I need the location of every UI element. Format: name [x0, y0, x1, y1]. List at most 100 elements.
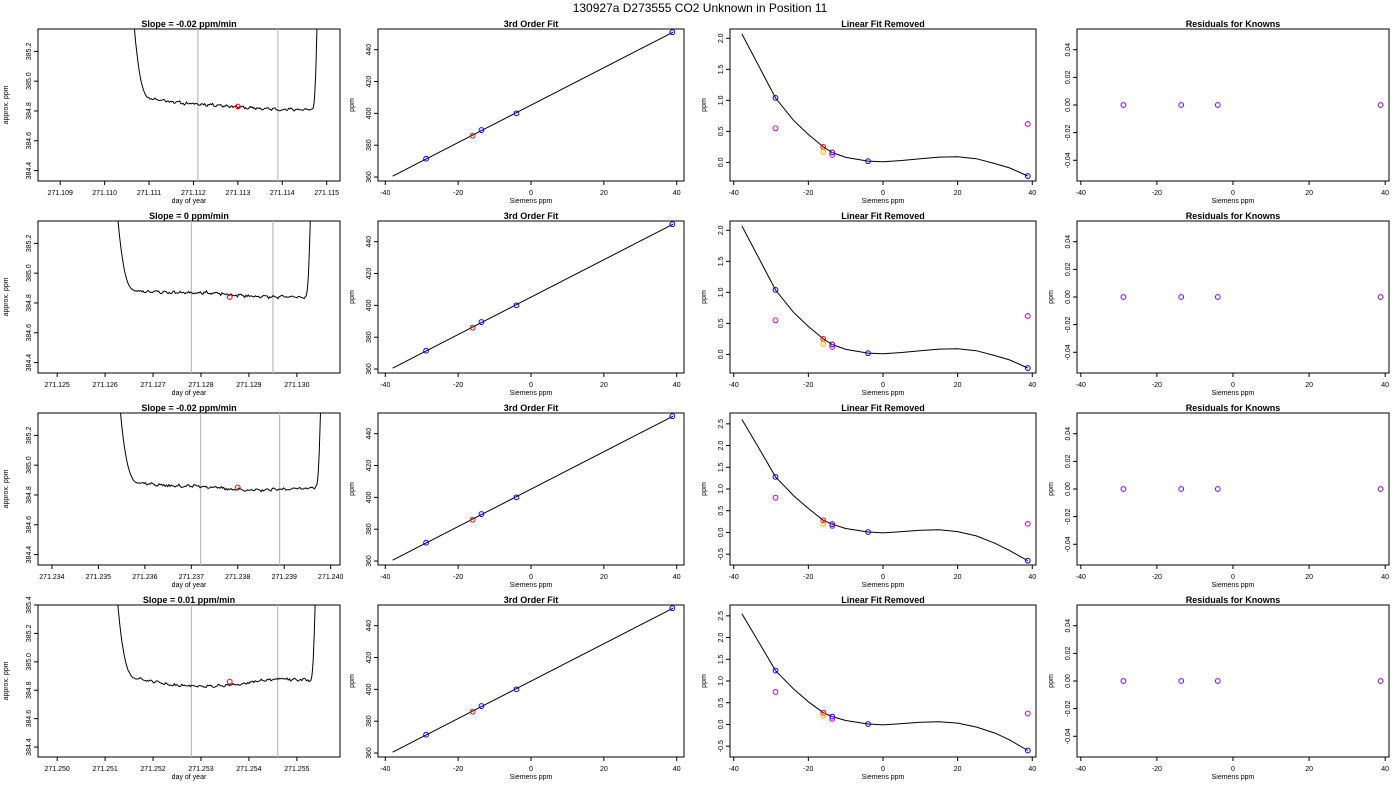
purple-point [1178, 294, 1185, 300]
y-tick-label: 380 [366, 523, 373, 535]
x-axis: 271.109 271.110 271.111 271.112 271.113 271.1… [48, 181, 339, 197]
ppm-trace-line [120, 413, 321, 493]
x-tick-label: -20 [1152, 766, 1162, 773]
y-tick-label: 2.0 [718, 33, 725, 43]
x-tick-label: 0 [529, 574, 533, 581]
residual-curve [741, 33, 1029, 177]
y-tick-label: 0.02 [1065, 70, 1072, 84]
x-tick-label: 271.126 [92, 382, 117, 389]
x-axis: -40 -20 0 20 40 [380, 757, 681, 773]
y-axis: -0.04 -0.02 0.00 0.02 0.04 [1065, 235, 1077, 360]
known-point [513, 494, 520, 501]
panel-title: Residuals for Knowns [1186, 211, 1281, 221]
y-axis-label: ppm [701, 290, 708, 304]
y-axis: 384.4 384.6 384.8 385.0 385.2 [26, 42, 38, 179]
sample-point [820, 709, 827, 716]
x-tick-label: -40 [1076, 766, 1086, 773]
x-tick-label: 271.128 [188, 382, 213, 389]
y-axis-label: ppm [349, 290, 356, 304]
y-axis-label: approx. ppm [3, 469, 10, 508]
x-tick-label: 40 [1028, 190, 1036, 197]
y-tick-label: 2.0 [718, 633, 725, 643]
x-tick-label: 271.114 [270, 190, 295, 197]
y-tick-label: 385.0 [26, 264, 33, 282]
x-axis: -40 -20 0 20 40 [380, 181, 681, 197]
y-tick-label: 384.4 [26, 162, 33, 180]
y-tick-label: 384.6 [26, 516, 33, 534]
y-axis-label: approx. ppm [3, 661, 10, 700]
purple-point [1120, 102, 1127, 108]
x-axis: -40 -20 0 20 40 [380, 373, 681, 389]
x-tick-label: 20 [600, 574, 608, 581]
y-tick-label: 0.04 [1065, 235, 1072, 249]
x-tick-label: 20 [1305, 574, 1313, 581]
y-tick-label: 420 [366, 76, 373, 88]
known-point [513, 302, 520, 309]
y-tick-label: 385.2 [26, 234, 33, 252]
y-tick-label: -0.5 [718, 740, 725, 752]
y-tick-label: 385.2 [26, 42, 33, 60]
plot-frame [37, 412, 341, 566]
x-axis-label: day of year [172, 582, 207, 589]
plot-content [741, 33, 1031, 179]
residual-curve [741, 419, 1029, 562]
known-point [423, 347, 429, 354]
x-tick-label: 20 [954, 766, 962, 773]
x-tick-label: 271.253 [188, 766, 213, 773]
x-axis: -40 -20 0 20 40 [729, 373, 1036, 389]
y-axis-label: ppm [349, 674, 356, 688]
plot-content [1120, 486, 1384, 492]
y-axis: 360 380 400 420 440 [366, 428, 378, 567]
plot-frame [729, 412, 1037, 566]
y-axis: 384.4 384.6 384.8 385.0 385.2 [26, 234, 38, 371]
purple-point [1120, 294, 1127, 300]
plot-frame [1076, 220, 1390, 374]
x-tick-label: 271.250 [45, 766, 70, 773]
x-tick-label: 0 [1231, 766, 1235, 773]
magenta-point [829, 523, 836, 529]
fit-line [392, 607, 674, 753]
x-tick-label: 40 [1028, 382, 1036, 389]
y-tick-label: 385.4 [26, 596, 33, 614]
magenta-point [829, 344, 836, 350]
magenta-point [829, 152, 836, 158]
y-tick-label: 0.02 [1065, 262, 1072, 276]
y-tick-label: 440 [366, 428, 373, 440]
panel-r3-c4: Residuals for Knowns -40 -20 0 20 40 Siemens p… [1048, 403, 1390, 589]
x-tick-label: 40 [673, 766, 681, 773]
y-tick-label: 0.0 [718, 349, 725, 359]
y-axis-label: approx. ppm [3, 85, 10, 124]
y-tick-label: 384.4 [26, 354, 33, 372]
x-tick-label: 271.251 [92, 766, 117, 773]
y-tick-label: 400 [366, 299, 373, 311]
plot-content [120, 413, 321, 565]
ppm-trace-line [117, 605, 316, 689]
x-axis-label: Siemens ppm [1212, 198, 1255, 205]
panel-title: Linear Fit Removed [841, 595, 925, 605]
y-tick-label: 0.0 [718, 527, 725, 537]
y-tick-label: -0.04 [1065, 536, 1072, 552]
y-tick-label: 420 [366, 268, 373, 280]
known-point [1024, 365, 1031, 371]
x-tick-label: 20 [954, 382, 962, 389]
x-axis: 271.250 271.251 271.252 271.253 271.254 271.2… [45, 757, 310, 773]
purple-point [1120, 486, 1127, 492]
panel-title: 3rd Order Fit [504, 19, 559, 29]
x-axis: -40 -20 0 20 40 [729, 757, 1036, 773]
y-axis: 0.0 0.5 1.0 1.5 2.0 [718, 225, 730, 359]
x-axis: 271.125 271.126 271.127 271.128 271.129 271.1… [45, 373, 310, 389]
y-tick-label: 380 [366, 715, 373, 727]
x-axis: 271.234 271.235 271.236 271.237 271.238 271.2… [39, 565, 343, 581]
panel-title: 3rd Order Fit [504, 403, 559, 413]
y-tick-label: 385.0 [26, 653, 33, 671]
x-tick-label: -20 [1152, 382, 1162, 389]
y-tick-label: -0.04 [1065, 344, 1072, 360]
plot-content [117, 221, 311, 373]
panel-r3-c2: 3rd Order Fit -40 -20 0 20 40 Siemens ppm 360 38… [349, 403, 685, 589]
known-point [423, 539, 429, 546]
y-tick-label: -0.5 [718, 548, 725, 560]
